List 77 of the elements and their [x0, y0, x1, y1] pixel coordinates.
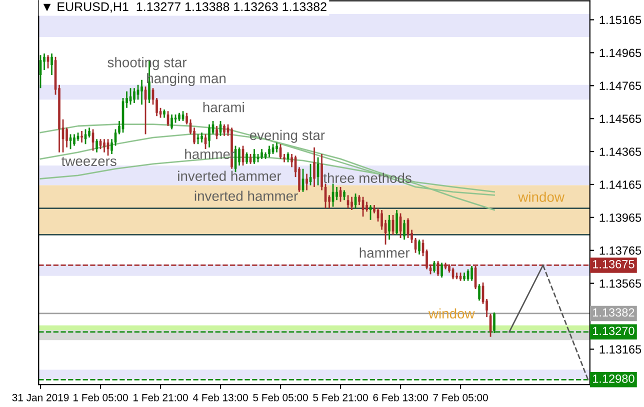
x-tick-label: 5 Feb 05:00: [253, 394, 308, 402]
candlestick: [403, 219, 406, 240]
y-tick-label: 1.15165: [600, 16, 642, 24]
candlestick: [133, 87, 136, 104]
candlestick: [50, 52, 53, 76]
candlestick: [369, 204, 372, 221]
candlestick: [80, 130, 83, 144]
candlestick: [276, 142, 278, 154]
y-tick-label: 1.14565: [600, 114, 642, 123]
candlestick: [186, 112, 188, 126]
chart-title: ▼ EURUSD,H1 1.13277 1.13388 1.13263 1.13382: [43, 2, 326, 13]
ref-line-label: 1.13675: [593, 260, 634, 268]
candlestick: [253, 148, 256, 165]
y-tick-label: 1.13565: [600, 279, 642, 288]
candlestick: [440, 262, 443, 278]
candlestick: [418, 238, 420, 256]
candlestick: [156, 97, 158, 117]
annotation: inverted hammer: [194, 190, 298, 201]
ref-line-label: 1.12980: [593, 374, 634, 383]
annotation: tweezers: [62, 156, 116, 166]
annotation: inverted hammer: [178, 170, 282, 181]
annotation: window: [428, 308, 475, 319]
candlestick: [96, 138, 98, 154]
candlestick: [140, 79, 143, 106]
candlestick: [110, 138, 113, 155]
x-tick-label: 5 Feb 21:00: [313, 394, 368, 402]
y-tick-label: 1.14765: [600, 82, 642, 90]
candlestick: [246, 152, 248, 165]
candlestick: [238, 146, 240, 166]
x-tick-label: 6 Feb 13:00: [373, 394, 428, 402]
candlestick: [200, 132, 203, 144]
candlestick: [208, 124, 210, 148]
candlestick: [290, 153, 293, 168]
y-tick-label: 1.14365: [600, 148, 642, 156]
y-tick-label: 1.14965: [600, 48, 642, 58]
x-tick-label: 1 Feb 05:00: [74, 394, 128, 402]
candlestick: [366, 201, 368, 212]
annotation: evening star: [250, 130, 325, 143]
ref-line-label: 1.13270: [593, 326, 634, 336]
candlestick: [193, 126, 196, 145]
candlestick: [268, 145, 270, 158]
x-tick-label: 4 Feb 13:00: [192, 394, 248, 402]
candlestick: [343, 190, 346, 201]
candlestick: [260, 148, 263, 160]
candlestick: [69, 134, 72, 150]
candlestick: [73, 134, 76, 146]
candlestick: [313, 146, 316, 188]
candlestick: [358, 194, 360, 206]
y-tick-label: 1.13165: [600, 345, 642, 354]
annotation: hammer: [360, 248, 410, 258]
x-tick-label: 31 Jan 2019: [12, 394, 69, 402]
x-tick-label: 1 Feb 21:00: [134, 394, 188, 402]
y-tick-label: 1.14165: [600, 180, 642, 189]
candlestick: [320, 153, 323, 191]
candlestick: [433, 260, 436, 274]
annotation: harami: [203, 102, 244, 112]
candlestick: [388, 214, 390, 240]
x-tick-label: 7 Feb 05:00: [433, 394, 488, 402]
candlestick: [339, 186, 342, 202]
candlestick: [170, 114, 173, 130]
candlestick: [396, 209, 398, 236]
candlestick: [478, 283, 480, 302]
y-tick-label: 1.13765: [600, 246, 642, 255]
candlestick: [103, 138, 106, 154]
candlestick: [216, 125, 218, 140]
candlestick: [350, 196, 353, 211]
candlestick: [306, 173, 308, 191]
candlestick: [43, 52, 46, 71]
ref-line-label: 1.13382: [593, 308, 634, 317]
annotation: window: [518, 192, 565, 202]
candlestick: [66, 126, 68, 148]
candlestick: [88, 126, 90, 138]
candlestick: [470, 265, 473, 282]
candlestick: [380, 209, 383, 230]
y-tick-label: 1.13965: [600, 213, 642, 222]
candlestick: [336, 186, 338, 201]
candlestick: [223, 124, 226, 137]
